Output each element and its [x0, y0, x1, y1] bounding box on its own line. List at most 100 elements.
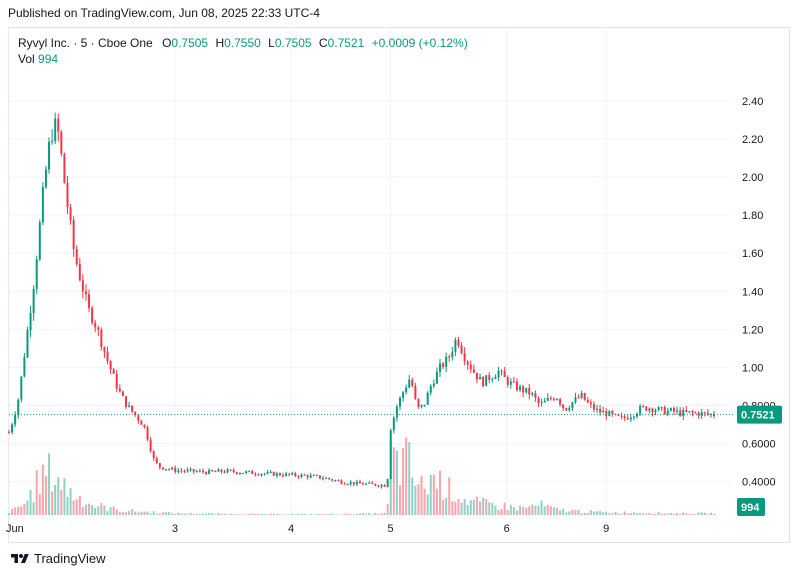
volume-bar — [300, 513, 303, 515]
candle-body — [368, 482, 371, 484]
volume-bar — [528, 506, 531, 515]
y-tick-label: 0.6000 — [742, 439, 776, 451]
candle-body — [48, 141, 51, 170]
volume-bar — [23, 503, 26, 515]
volume-bar — [691, 513, 694, 515]
volume-bar — [57, 477, 60, 515]
volume-bar — [534, 505, 537, 515]
volume-bar — [709, 512, 712, 515]
candle-body — [620, 415, 623, 417]
close-label: C — [318, 36, 328, 50]
volume-bar — [297, 513, 300, 515]
volume-bar — [531, 504, 534, 515]
volume-bar — [642, 513, 645, 515]
candle-body — [340, 480, 343, 484]
candle-body — [220, 469, 223, 472]
candle-body — [691, 411, 694, 413]
candle-body — [392, 417, 395, 431]
volume-bar — [657, 511, 660, 515]
volume-bar — [445, 497, 448, 515]
candle-body — [124, 396, 127, 407]
volume-bar — [614, 511, 617, 515]
candle-body — [515, 381, 518, 391]
volume-bar — [257, 513, 260, 515]
volume-bar — [328, 514, 331, 515]
volume-bar — [580, 513, 583, 515]
candle-body — [500, 370, 503, 372]
open-value: 0.7505 — [171, 36, 209, 50]
volume-bar — [620, 513, 623, 515]
candle-body — [272, 471, 275, 476]
volume-bar — [352, 514, 355, 515]
candle-body — [17, 399, 20, 416]
candle-body — [291, 473, 294, 475]
candle-body — [322, 478, 325, 480]
candle-body — [328, 477, 331, 480]
candle-body — [8, 432, 10, 434]
candle-body — [577, 397, 580, 399]
volume-bar — [124, 512, 127, 515]
candle-body — [118, 388, 121, 392]
candle-body — [29, 312, 32, 331]
volume-bar — [645, 513, 648, 515]
candle-body — [174, 467, 177, 472]
volume-bar — [318, 513, 321, 515]
symbol-label[interactable]: Ryvyl Inc. · 5 · Cboe One — [18, 36, 153, 50]
candle-body — [186, 469, 189, 472]
y-tick-label: 1.60 — [742, 248, 763, 260]
candle-body — [559, 398, 562, 405]
footer-brand[interactable]: TradingView — [10, 551, 106, 566]
y-tick-label: 1.20 — [742, 324, 763, 336]
volume-bar — [201, 513, 204, 515]
volume-bar — [602, 512, 605, 515]
time-axis[interactable]: Jun 3 4 5 6 9 — [6, 523, 609, 535]
candle-body — [642, 406, 645, 408]
volume-bar — [266, 514, 269, 515]
volume-bar — [405, 437, 408, 515]
candle-body — [414, 386, 417, 399]
volume-bar — [479, 501, 482, 515]
candle-body — [137, 415, 140, 421]
candle-body — [297, 475, 300, 477]
high-label: H — [215, 36, 225, 50]
volume-bar — [494, 505, 497, 515]
candle-body — [611, 411, 614, 414]
candle-body — [134, 411, 137, 416]
volume-bar — [435, 488, 438, 515]
volume-bar — [611, 513, 614, 515]
volume-bar — [149, 513, 152, 515]
volume-bar — [331, 513, 334, 515]
volume-bar — [155, 513, 158, 515]
candle-body — [260, 473, 263, 476]
volume-bar — [263, 514, 266, 515]
volume-bar — [685, 513, 688, 515]
volume-bar — [383, 512, 386, 515]
candle-body — [592, 404, 595, 410]
candle-body — [192, 469, 195, 472]
volume-bar — [451, 501, 454, 515]
volume-bar — [488, 502, 491, 515]
chart-legend: Ryvyl Inc. · 5 · Cboe One O0.7505 H0.755… — [18, 35, 472, 67]
volume-bar — [177, 512, 180, 515]
volume-bar — [115, 509, 118, 515]
price-axis[interactable]: 2.402.202.001.801.601.401.201.000.80000.… — [737, 96, 782, 516]
volume-bar — [408, 442, 411, 515]
volume-bar — [654, 513, 657, 515]
volume-bar — [475, 496, 478, 515]
volume-bar — [679, 514, 682, 515]
volume-bar — [515, 510, 518, 515]
candle-body — [121, 391, 124, 397]
volume-bar — [223, 513, 226, 515]
candle-body — [318, 475, 321, 479]
candle-body — [69, 207, 72, 221]
candle-body — [377, 485, 380, 487]
volume-bar — [694, 513, 697, 515]
volume-bar — [121, 511, 124, 515]
candle-body — [334, 480, 337, 482]
candle-body — [389, 430, 392, 480]
candle-body — [700, 412, 703, 416]
volume-bar — [81, 507, 84, 515]
candle-body — [100, 329, 103, 347]
candle-body — [152, 451, 155, 459]
